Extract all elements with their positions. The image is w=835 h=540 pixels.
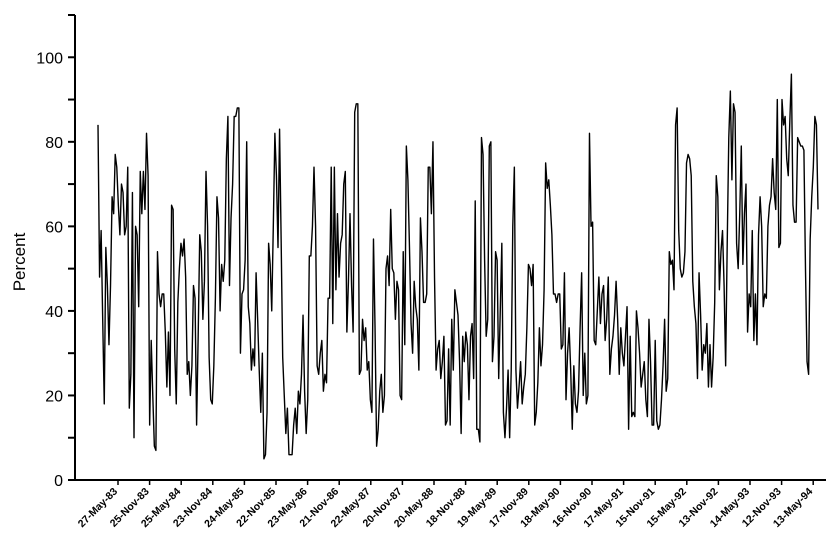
y-tick-label: 80 <box>45 135 63 152</box>
y-axis-label: Percent <box>10 232 29 291</box>
series-line <box>97 73 819 460</box>
y-axis: 0 20 40 60 80 100 <box>36 14 76 490</box>
y-tick-label: 60 <box>45 219 63 236</box>
y-tick-label: 0 <box>54 473 63 490</box>
y-tick-label: 40 <box>45 304 63 321</box>
x-axis: 27-May-8325-Nov-8325-May-8423-Nov-8424-M… <box>75 479 826 530</box>
y-tick-label: 20 <box>45 388 63 405</box>
plot-area <box>97 73 819 460</box>
y-tick-label: 100 <box>36 50 63 67</box>
